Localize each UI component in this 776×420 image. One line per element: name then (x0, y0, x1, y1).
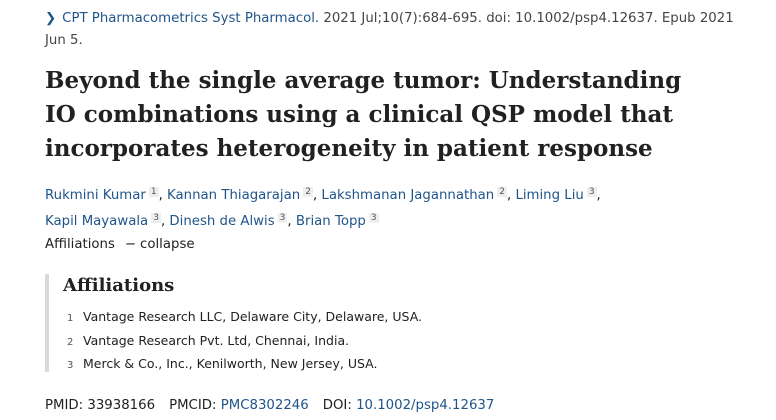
author-link[interactable]: Liming Liu (515, 188, 584, 203)
affiliation-ref[interactable]: 3 (151, 213, 161, 223)
identifiers: PMID: 33938166 PMCID: PMC8302246 DOI: 10.1… (45, 398, 495, 413)
author-link[interactable]: Brian Topp (295, 214, 366, 229)
author-link[interactable]: Rukmini Kumar (45, 188, 146, 203)
affiliation-item: 3 Merck & Co., Inc., Kenilworth, New Jers… (67, 356, 378, 371)
affiliation-item: 2 Vantage Research Pvt. Ltd, Chennai, Ind… (67, 332, 350, 348)
affiliation-ref[interactable]: 1 (148, 187, 159, 197)
collapse-label: collapse (140, 237, 195, 252)
pmcid-link[interactable]: PMC8302246 (220, 398, 309, 413)
article-title: Beyond the single average tumor: Underst… (45, 67, 682, 162)
citation-details: 2021 Jul;10(7):684-695. doi: 10.1002/psp… (45, 11, 734, 48)
affiliation-ref[interactable]: 3 (368, 213, 379, 223)
affiliations-toggle-label: Affiliations (45, 237, 115, 252)
affiliation-ref[interactable]: 2 (497, 187, 507, 197)
author-link[interactable]: Dinesh de Alwis (169, 214, 275, 229)
chevron-right-icon[interactable]: ❯ (45, 11, 57, 26)
affiliations-panel: Affiliations 1 Vantage Research LLC, Dela… (45, 274, 563, 372)
affiliations-heading: Affiliations (63, 275, 175, 296)
author-link[interactable]: Kapil Mayawala (45, 214, 149, 229)
affiliation-ref[interactable]: 2 (303, 187, 313, 197)
affiliation-item: 1 Vantage Research LLC, Delaware City, De… (67, 309, 422, 324)
author-link[interactable]: Lakshmanan Jagannathan (321, 188, 495, 203)
author-list: Rukmini Kumar 1, Kannan Thiagarajan 2, Lak… (45, 187, 601, 229)
citation: ❯ CPT Pharmacometrics Syst Pharmacol. 202… (45, 8, 745, 52)
affiliation-ref[interactable]: 3 (586, 187, 597, 197)
affiliation-ref[interactable]: 3 (277, 213, 288, 223)
minus-icon: − (124, 237, 137, 252)
journal-link[interactable]: CPT Pharmacometrics Syst Pharmacol. (62, 11, 320, 26)
pmid: 33938166 (87, 398, 156, 413)
author-link[interactable]: Kannan Thiagarajan (167, 188, 301, 203)
doi-link[interactable]: 10.1002/psp4.12637 (356, 398, 495, 413)
affiliations-toggle[interactable]: Affiliations − collapse (45, 237, 195, 252)
